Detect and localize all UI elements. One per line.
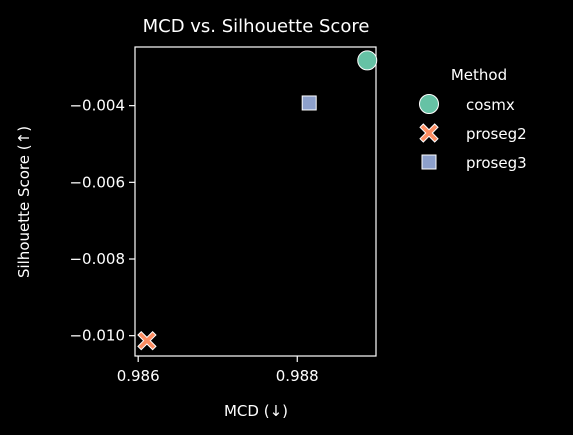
legend-label-proseg3: proseg3 — [466, 154, 527, 172]
axes-frame — [134, 46, 377, 357]
x-tick-label: 0.988 — [276, 367, 319, 385]
x-axis-ticks: 0.986 0.988 — [117, 356, 319, 385]
legend: Method cosmx proseg2 proseg3 — [419, 66, 527, 172]
legend-label-proseg2: proseg2 — [466, 125, 527, 143]
legend-marker-proseg2 — [419, 123, 439, 143]
y-tick-label: −0.010 — [69, 327, 125, 345]
y-axis-ticks: −0.004 −0.006 −0.008 −0.010 — [69, 97, 135, 345]
y-tick-label: −0.004 — [69, 97, 125, 115]
point-proseg3 — [301, 95, 317, 111]
chart-title: MCD vs. Silhouette Score — [143, 16, 370, 37]
y-tick-label: −0.008 — [69, 250, 125, 268]
point-proseg2 — [137, 330, 157, 351]
plot-area: 0.986 0.988 −0.004 −0.006 −0.008 −0.010 — [69, 46, 378, 385]
point-cosmx — [357, 50, 378, 71]
x-tick-label: 0.986 — [117, 367, 160, 385]
legend-marker-proseg3 — [421, 154, 437, 170]
x-axis-label: MCD (↓) — [224, 402, 288, 420]
legend-title: Method — [451, 66, 507, 84]
y-axis-label: Silhouette Score (↑) — [15, 126, 33, 278]
data-points — [137, 50, 378, 351]
legend-marker-cosmx — [419, 94, 439, 114]
y-tick-label: −0.006 — [69, 173, 125, 191]
legend-label-cosmx: cosmx — [466, 96, 515, 114]
